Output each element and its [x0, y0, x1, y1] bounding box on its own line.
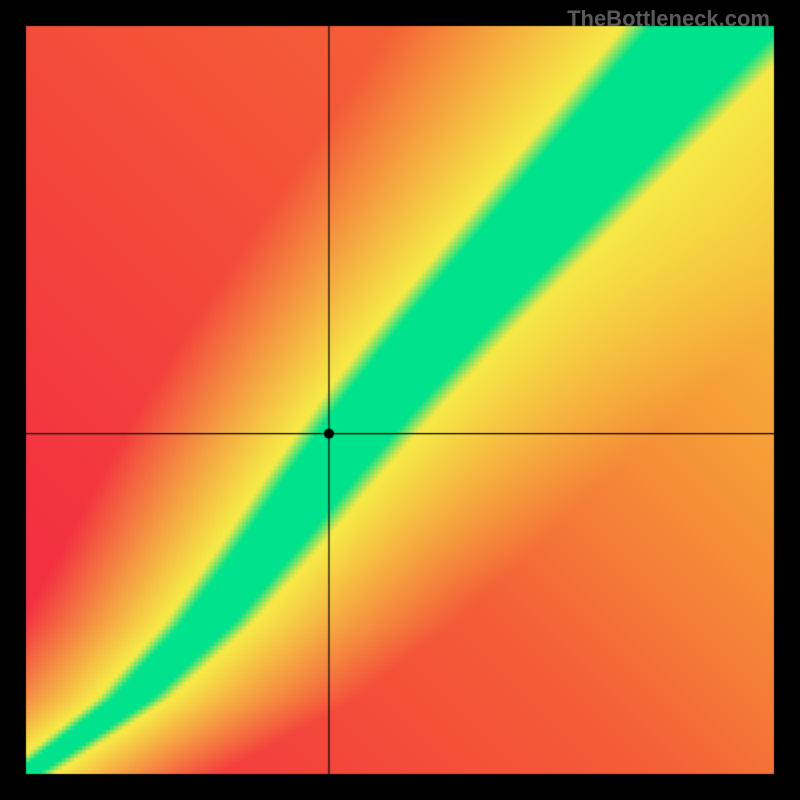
watermark-text: TheBottleneck.com: [567, 6, 770, 32]
bottleneck-heatmap: [0, 0, 800, 800]
chart-container: TheBottleneck.com: [0, 0, 800, 800]
